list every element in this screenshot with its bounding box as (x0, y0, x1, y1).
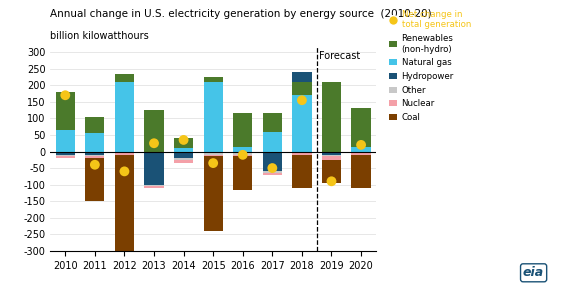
Text: eia: eia (523, 266, 544, 279)
Bar (85, 117, 104, 133)
Bar (233, 146, 252, 152)
Bar (233, 155, 252, 156)
Bar (233, 153, 252, 155)
Bar (115, 82, 134, 152)
Bar (292, 152, 311, 153)
Bar (204, 153, 223, 155)
Point (179, 138, 188, 142)
Bar (351, 155, 371, 188)
Bar (322, 82, 341, 152)
Bar (174, 148, 193, 152)
Point (238, 152, 247, 157)
Bar (233, 113, 252, 146)
Text: billion kilowatthours: billion kilowatthours (50, 31, 149, 41)
Bar (144, 110, 164, 152)
Text: Annual change in U.S. electricity generation by energy source  (2010-20): Annual change in U.S. electricity genera… (50, 9, 432, 19)
Point (209, 161, 218, 165)
Bar (292, 153, 311, 155)
Bar (263, 113, 282, 132)
Bar (115, 155, 134, 251)
Bar (56, 130, 75, 152)
Legend: Net change in
total generation, Renewables
(non-hydro), Natural gas, Hydropower,: Net change in total generation, Renewabl… (389, 10, 471, 122)
Bar (322, 156, 341, 160)
Bar (115, 74, 134, 82)
Point (327, 179, 336, 184)
Point (297, 98, 306, 103)
Bar (144, 152, 164, 185)
Bar (322, 160, 341, 183)
Bar (144, 186, 164, 188)
Bar (204, 77, 223, 82)
Bar (292, 155, 311, 188)
Bar (174, 158, 193, 160)
Bar (204, 82, 223, 152)
Bar (85, 156, 104, 158)
Bar (351, 152, 371, 153)
Bar (351, 109, 371, 146)
Bar (292, 95, 311, 152)
Point (268, 166, 277, 170)
Bar (204, 155, 223, 156)
Bar (174, 160, 193, 163)
Bar (322, 152, 341, 155)
Bar (351, 146, 371, 152)
Bar (174, 138, 193, 148)
Bar (85, 158, 104, 201)
Bar (351, 153, 371, 155)
Bar (204, 152, 223, 153)
Bar (56, 92, 75, 130)
Bar (263, 171, 282, 173)
Bar (233, 156, 252, 190)
Bar (233, 152, 252, 153)
Bar (204, 156, 223, 231)
Bar (263, 173, 282, 175)
Bar (292, 82, 311, 95)
Bar (174, 152, 193, 158)
Text: Forecast: Forecast (319, 50, 360, 61)
Bar (85, 152, 104, 155)
Bar (85, 155, 104, 156)
Bar (56, 155, 75, 156)
Point (120, 169, 129, 174)
Bar (56, 152, 75, 155)
Bar (263, 132, 282, 152)
Bar (115, 153, 134, 155)
Point (150, 141, 159, 146)
Bar (292, 72, 311, 82)
Bar (263, 152, 282, 171)
Bar (56, 156, 75, 158)
Point (61, 93, 70, 97)
Bar (115, 152, 134, 153)
Bar (322, 155, 341, 156)
Point (90, 162, 99, 167)
Point (357, 142, 366, 147)
Bar (85, 133, 104, 152)
Bar (144, 185, 164, 186)
